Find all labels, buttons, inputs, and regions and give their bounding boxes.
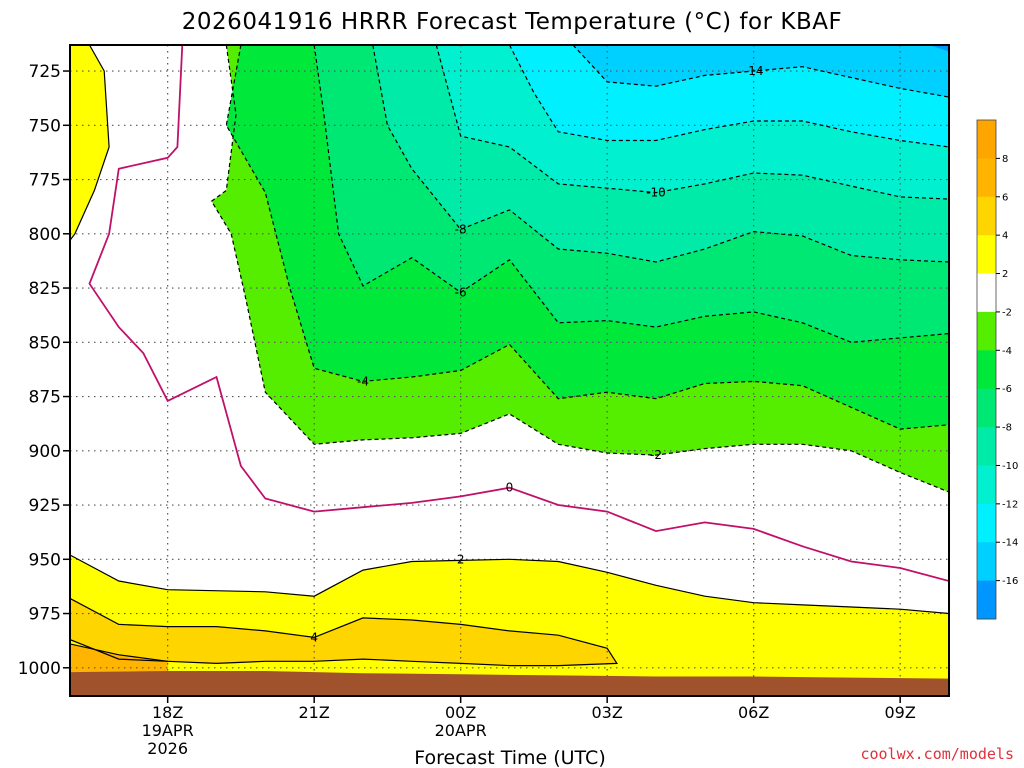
colorbar-swatch--6-to--4 [977, 350, 996, 390]
y-tick-label-825: 825 [29, 279, 61, 299]
isotherm--6-7 [313, 45, 949, 343]
colorbar-swatch-4-to-6 [977, 196, 996, 236]
colorbar-label--4: -4 [1002, 346, 1012, 357]
colorbar-label-6: 6 [1002, 192, 1008, 203]
plot-frame [69, 44, 950, 697]
isotherm-4-4 [70, 45, 110, 241]
colorbar-label--2: -2 [1002, 307, 1012, 318]
colorbar-label-8: 8 [1002, 154, 1008, 165]
x-tick-label-18Z: 18Z [152, 703, 183, 722]
colorbar-label--14: -14 [1002, 538, 1018, 549]
colorbar-swatch-2-to-4 [977, 235, 996, 275]
y-axis: 725 750 775 800 825 850 875 900 925 950 975 1000 [18, 62, 70, 679]
isotherm--8-8 [372, 45, 949, 263]
x-tick-label-09Z: 09Z [885, 703, 916, 722]
temperature-region-6-to-8 [70, 643, 168, 673]
isotherm--10-9 [435, 45, 949, 200]
contour-labels: 2 4 0 -2 -4 -6 -8 -10 -14 [310, 64, 764, 644]
contour-label--8: -8 [455, 222, 467, 236]
chart-title: 2026041916 HRRR Forecast Temperature (°C… [182, 9, 842, 35]
y-tick-label-850: 850 [29, 333, 61, 353]
temperature-region-4-to-6 [70, 598, 617, 666]
contour-label--14: -14 [744, 64, 764, 78]
y-tick-label-875: 875 [29, 388, 61, 408]
isotherm-0-freezing-3 [88, 45, 949, 582]
x-axis-label: Forecast Time (UTC) [414, 747, 605, 768]
contour-label--2: -2 [650, 448, 662, 462]
colorbar-label--12: -12 [1002, 499, 1018, 510]
ground-layer [70, 671, 949, 696]
isotherm-4-2 [70, 643, 168, 662]
y-tick-label-950: 950 [29, 550, 61, 570]
isotherm--14-11 [572, 45, 949, 98]
colorbar-frame [976, 119, 997, 620]
colorbar-swatch--12-to--10 [977, 465, 996, 505]
temperature-region-2-to-4 [70, 45, 110, 241]
temperature-region--16-to--14 [573, 45, 949, 98]
colorbar-label-4: 4 [1002, 231, 1008, 242]
isotherm--4-6 [225, 45, 949, 430]
filled-temperature-regions [70, 45, 949, 679]
y-tick-label-750: 750 [29, 116, 61, 136]
isotherm-lines [70, 45, 949, 667]
x-tick-label-00Z: 00Z [445, 703, 476, 722]
contour-label-2: 2 [457, 552, 465, 566]
colorbar-label--16: -16 [1002, 576, 1018, 587]
y-tick-label-900: 900 [29, 442, 61, 462]
contour-label--10: -10 [646, 186, 666, 200]
x-tick-date-18Z: 19APR [142, 721, 194, 740]
y-tick-label-725: 725 [29, 62, 61, 82]
colorbar-swatch--18-to--16 [977, 580, 996, 620]
isotherm-4-1 [70, 597, 618, 667]
y-tick-label-775: 775 [29, 171, 61, 191]
temperature-region--18-to--16 [929, 45, 949, 52]
colorbar-swatch--14-to--12 [977, 503, 996, 543]
y-tick-label-925: 925 [29, 496, 61, 516]
x-tick-date-00Z: 20APR [435, 721, 487, 740]
colorbar-swatch-6-to-8 [977, 158, 996, 198]
x-tick-label-03Z: 03Z [592, 703, 623, 722]
x-tick-label-21Z: 21Z [299, 703, 330, 722]
isotherm--12-10 [508, 45, 949, 148]
grid-lines [70, 45, 949, 696]
colorbar-label--8: -8 [1002, 423, 1012, 434]
colorbar-swatch--10-to--8 [977, 427, 996, 466]
colorbar-legend: 8 6 4 2 -2 -4 -6 -8 -10 -12 -14 -16 [976, 119, 1018, 620]
colorbar-swatch--4-to--2 [977, 311, 996, 351]
y-tick-label-1000: 1000 [18, 659, 61, 679]
ground-fill [70, 671, 949, 696]
colorbar-label--6: -6 [1002, 384, 1012, 395]
contour-label--6: -6 [455, 285, 467, 299]
credit-text: coolwx.com/models [860, 745, 1014, 763]
colorbar-label--10: -10 [1002, 461, 1018, 472]
colorbar-swatch--8-to--6 [977, 388, 996, 428]
contour-label-4: 4 [310, 630, 318, 644]
plot-area: 2 4 0 -2 -4 -6 -8 -10 -14 [70, 45, 949, 696]
isotherm-2-0 [70, 554, 949, 615]
colorbar-swatch--16-to--14 [977, 542, 996, 582]
x-tick-label-06Z: 06Z [738, 703, 769, 722]
contour-label-0: 0 [506, 481, 514, 495]
y-tick-label-800: 800 [29, 225, 61, 245]
contour-label--4: -4 [357, 374, 369, 388]
x-tick-year-18Z: 2026 [147, 739, 188, 758]
colorbar-swatch--2-to-2 [977, 273, 996, 313]
colorbar-label-2: 2 [1002, 269, 1008, 280]
colorbar-swatch-8-to-10 [977, 120, 996, 159]
isotherm--2-5 [210, 45, 949, 493]
y-tick-label-975: 975 [29, 605, 61, 625]
